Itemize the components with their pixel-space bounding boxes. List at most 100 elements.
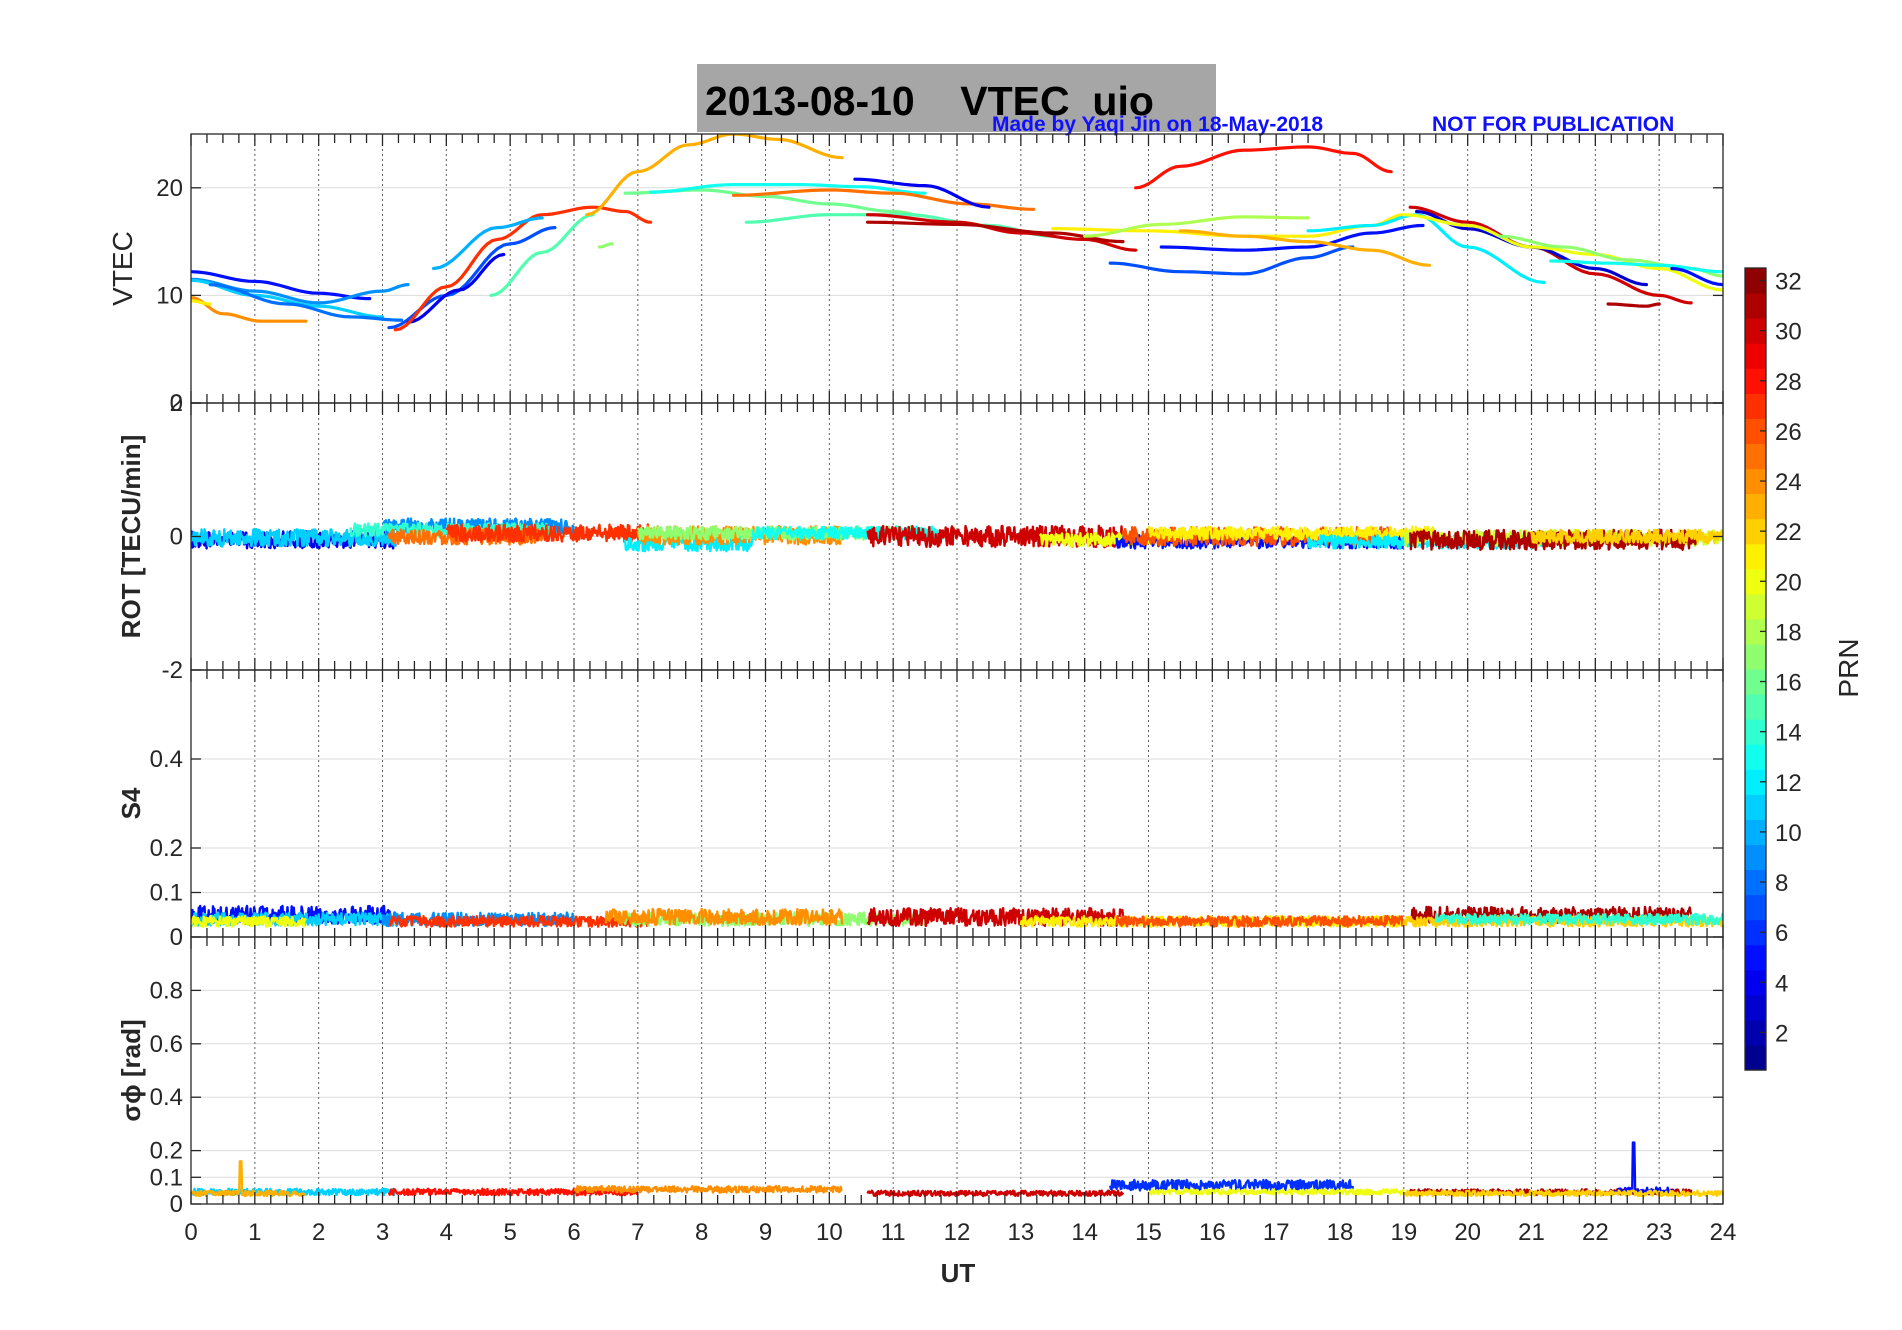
x-tick-label: 4: [440, 1219, 453, 1246]
x-tick-label: 9: [759, 1219, 772, 1246]
panel-1-ytick-label: 20: [156, 175, 183, 202]
vtec-series-prn-13: [649, 183, 927, 195]
colorbar-segment: [1745, 643, 1766, 670]
x-tick-label: 17: [1263, 1219, 1290, 1246]
colorbar-segment: [1745, 568, 1766, 595]
panel-3: 0 0.1 0.2 0.4S4: [116, 669, 1724, 951]
vtec-series-prn-5: [1670, 266, 1723, 287]
vtec-series-prn-5: [191, 270, 372, 301]
x-tick-label: 8: [695, 1219, 708, 1246]
colorbar-segment: [1745, 543, 1766, 570]
colorbar-tick-label: 28: [1775, 369, 1802, 396]
x-tick-label: 18: [1327, 1219, 1354, 1246]
vtec-series-prn-10: [432, 216, 544, 271]
credit-text: Made by Yaqi Jin on 18-May-2018: [992, 113, 1323, 136]
vtec-series-prn-23: [585, 134, 844, 217]
x-tick-label: 2: [312, 1219, 325, 1246]
colorbar-tick-label: 22: [1775, 519, 1802, 546]
panel-3-ytick-label: 0: [170, 924, 183, 951]
vtec-series-prn-31: [1606, 302, 1661, 308]
vtec-series-prn-20: [1402, 213, 1723, 292]
panel-1-ylabel: VTEC: [107, 231, 138, 306]
colorbar-tick-label: 24: [1775, 469, 1802, 496]
vtec-series-prn-7: [1108, 245, 1355, 276]
panel-4-ytick-label: 0.4: [150, 1084, 183, 1111]
s4-series-prn-24: [604, 907, 844, 927]
colorbar-tick-label: 18: [1775, 619, 1802, 646]
title-block: 2013-08-10 VTEC uio: [697, 64, 1216, 132]
s4-series-prn-14: [1434, 912, 1723, 926]
x-tick-label: 16: [1199, 1219, 1226, 1246]
colorbar-tick-label: 32: [1775, 269, 1802, 296]
panel-2: -2 02 ROT [TECU/min]: [116, 390, 1724, 684]
vtec-series-prn-15: [489, 213, 595, 297]
colorbar-label: PRN: [1833, 638, 1864, 697]
vtec-series-prn-5: [1159, 223, 1425, 252]
chart-title: 2013-08-10 VTEC uio: [705, 78, 1154, 124]
colorbar-segment: [1745, 944, 1766, 971]
sigma-phi-series-prn-30: [866, 1189, 1125, 1198]
vtec-series-prn-4: [406, 252, 506, 324]
x-tick-label: 6: [567, 1219, 580, 1246]
x-tick-label: 14: [1071, 1219, 1098, 1246]
colorbar-segment: [1745, 368, 1766, 394]
sigma-phi-series-prn-6: [1109, 1178, 1354, 1192]
vtec-series-prn-8: [208, 283, 404, 322]
vtec-series-prn-30: [866, 213, 1138, 252]
colorbar-segment: [1745, 694, 1766, 720]
colorbar-tick-label: 30: [1775, 319, 1802, 346]
colorbar-segment: [1745, 819, 1766, 846]
x-axis-label: UT: [941, 1258, 976, 1288]
panel-2-ytick-label: 2: [170, 390, 183, 417]
vtec-series-prn-27: [393, 205, 653, 332]
colorbar-segment: [1745, 443, 1766, 470]
panel-4: 00.10.2 0.4 0.6 0.8σϕ [rad]: [116, 936, 1724, 1218]
vtec-series-prn-11: [191, 278, 385, 319]
colorbar-frame: [1744, 267, 1767, 1071]
x-tick-label: 10: [816, 1219, 843, 1246]
colorbar-segment: [1745, 794, 1766, 820]
colorbar-segment: [1745, 468, 1766, 495]
colorbar-tick-label: 2: [1775, 1020, 1788, 1047]
colorbar-segment: [1745, 894, 1766, 921]
panel-1-ytick-label: 0: [170, 390, 183, 417]
vtec-series-prn-28: [1134, 145, 1393, 190]
colorbar-segment: [1745, 969, 1766, 996]
colorbar-tick-label: 8: [1775, 870, 1788, 897]
sigma-phi-series-prn-28: [387, 1187, 639, 1197]
colorbar-segment: [1745, 1019, 1766, 1046]
colorbar-segment: [1745, 393, 1766, 419]
colorbar-tick-label: 6: [1775, 920, 1788, 947]
x-tick-label: 22: [1582, 1219, 1609, 1246]
s4-series-prn-20: [191, 914, 307, 928]
vtec-series-prn-30: [1408, 205, 1693, 305]
panel-4-ytick-label: 0.6: [150, 1031, 183, 1058]
s4-series-prn-30: [866, 906, 1125, 928]
vtec-series-prn-21: [191, 299, 212, 306]
colorbar-segment: [1745, 318, 1766, 344]
colorbar-segment: [1745, 994, 1766, 1021]
vtec-series-prn-24: [191, 296, 308, 323]
panel-3-ylabel: S4: [116, 787, 146, 819]
sigma-phi-series-prn-23: [191, 1160, 307, 1198]
panel-4-ytick-label: 0.2: [150, 1138, 183, 1165]
panel-3-ytick-label: 0.1: [150, 880, 183, 907]
x-tick-label: 1: [248, 1219, 261, 1246]
panel-2-ytick-label: -2: [162, 657, 183, 684]
colorbar-segment: [1745, 669, 1766, 695]
panel-2-ylabel: ROT [TECU/min]: [116, 435, 146, 639]
x-axis: 0 1 2 3 4 5 6 7 8 9 10 11 12 13 14 15 16 17 18 19 20 21 22 23 24: [184, 1219, 1736, 1246]
colorbar-segment: [1745, 343, 1766, 369]
vtec-series-prn-17: [597, 242, 614, 249]
panel-4-ylabel: σϕ [rad]: [116, 1019, 146, 1121]
colorbar-tick-label: 20: [1775, 569, 1802, 596]
rot-series-prn-22: [1530, 528, 1723, 545]
x-tick-label: 12: [944, 1219, 971, 1246]
panel-1: 0 10 20 VTEC: [107, 133, 1724, 417]
rot-series-prn-30: [866, 524, 1125, 549]
panel-4-ytick-label: 0: [170, 1191, 183, 1218]
x-tick-label: 7: [631, 1219, 644, 1246]
x-tick-label: 19: [1390, 1219, 1417, 1246]
